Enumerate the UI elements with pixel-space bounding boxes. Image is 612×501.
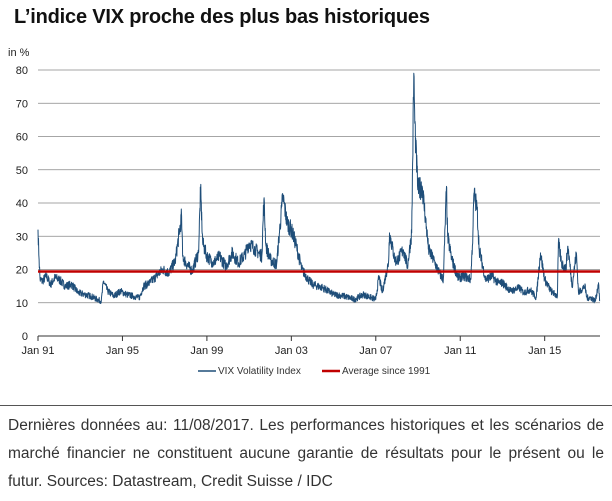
y-tick-label: 20 [16,265,28,277]
y-tick-label: 40 [16,198,28,210]
footnote-divider [0,405,612,406]
x-tick-label: Jan 07 [359,345,392,357]
y-tick-label: 80 [16,65,28,77]
y-tick-label: 70 [16,98,28,110]
x-tick-label: Jan 99 [190,345,223,357]
gridlines [38,69,600,337]
x-tick-label: Jan 03 [275,345,308,357]
y-axis: 0 10 20 30 40 50 60 70 80 [16,65,28,343]
page-title: L’indice VIX proche des plus bas histori… [14,6,430,28]
y-tick-label: 0 [22,331,28,343]
legend-label-average: Average since 1991 [342,366,431,377]
series-line-vix [37,72,601,304]
legend: VIX Volatility Index Average since 1991 [198,366,431,377]
y-tick-label: 30 [16,231,28,243]
chart: 0 10 20 30 40 50 60 70 80 Jan 91 Jan 95 Jan 99 Jan … [0,36,612,388]
y-tick-label: 50 [16,165,28,177]
y-tick-label: 10 [16,298,28,310]
x-tick-label: Jan 11 [444,345,476,357]
series-layer [37,72,601,304]
footnote-text: Dernières données au: 11/08/2017. Les pe… [8,417,604,490]
x-tick-label: Jan 15 [528,345,561,357]
x-tick-label: Jan 91 [21,345,54,357]
y-tick-label: 60 [16,132,28,144]
legend-label-vix: VIX Volatility Index [218,366,301,377]
x-axis: Jan 91 Jan 95 Jan 99 Jan 03 Jan 07 Jan 11 Jan … [21,336,561,357]
y-axis-label: in % [8,47,30,59]
x-tick-label: Jan 95 [106,345,139,357]
